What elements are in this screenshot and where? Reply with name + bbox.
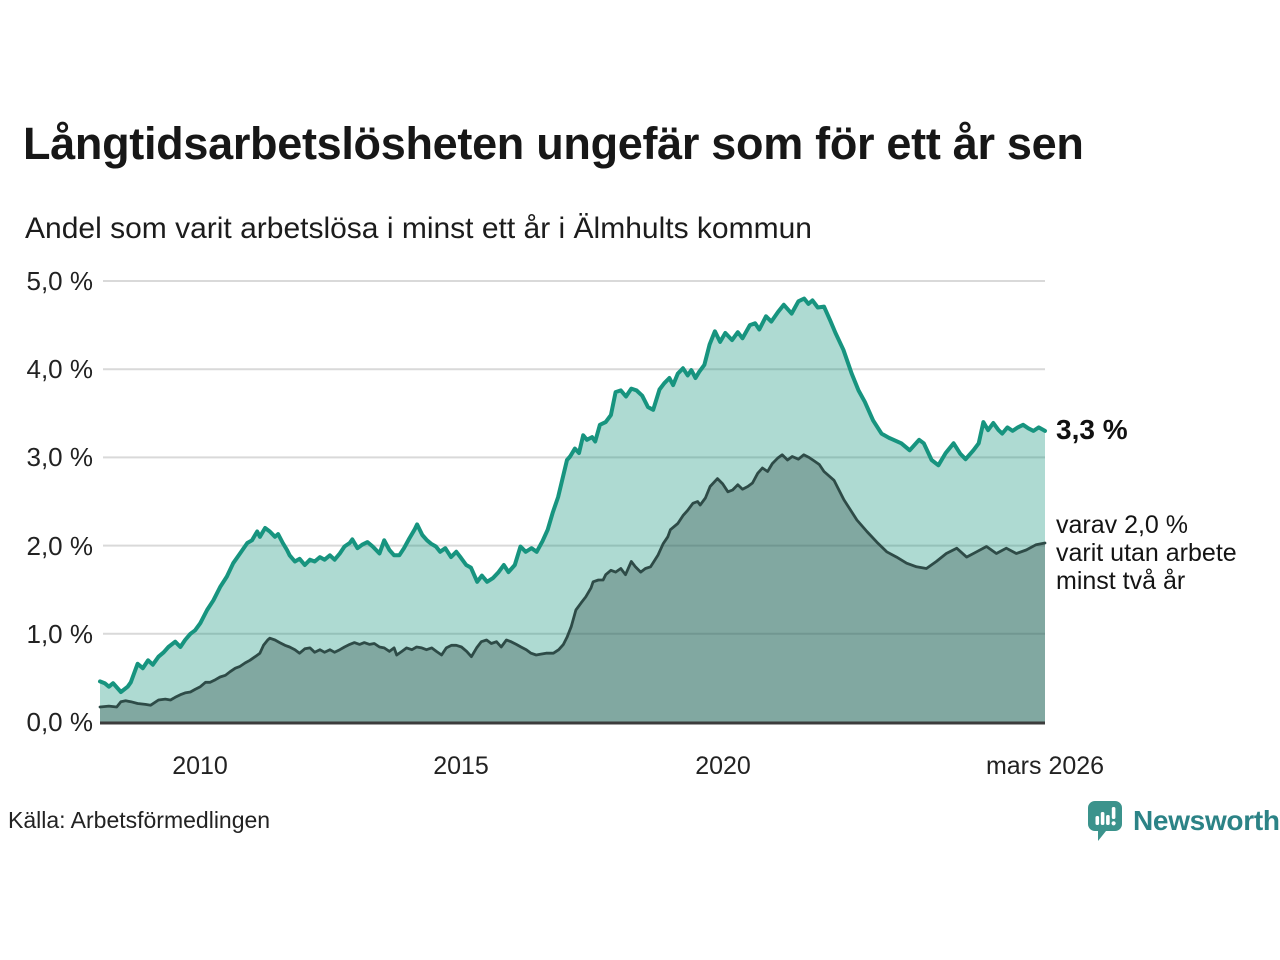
y-tick-label: 0,0 % (26, 707, 94, 737)
x-tick-label: 2010 (172, 752, 228, 780)
x-tick-label: mars 2026 (985, 752, 1105, 780)
y-tick-label: 2,0 % (26, 530, 94, 561)
newsworthy-logo-text: Newsworthy (1133, 805, 1280, 836)
area-minst-ett-ar (100, 298, 1045, 722)
line-minst-ett-ar (98, 296, 1047, 694)
speech-bubble-shape (1088, 801, 1122, 841)
y-tick-label: 1,0 % (26, 618, 94, 649)
logo-bars-icon (1095, 807, 1116, 826)
latest-value-label: 3,3 % (1056, 414, 1128, 445)
x-tick-label: 2015 (433, 752, 489, 780)
x-tick-label: 2020 (695, 752, 751, 780)
newsworthy-logo-icon (1088, 801, 1122, 841)
note-line: varav 2,0 % (1056, 511, 1189, 539)
y-axis-labels: 0,0 % 1,0 % 2,0 % 3,0 % 4,0 % 5,0 % (0, 0, 94, 960)
y-tick-label: 5,0 % (26, 266, 94, 296)
newsworthy-logo: Newsworthy (1086, 799, 1280, 843)
note-line: varit utan arbete (1056, 539, 1237, 567)
y-tick-label: 4,0 % (26, 354, 94, 385)
area-minst-tva-ar (100, 454, 1045, 722)
note-line: minst två år (1056, 567, 1186, 595)
source-label: Källa: Arbetsförmedlingen (8, 807, 271, 833)
two-year-note: varav 2,0 % varit utan arbete minst två … (1056, 511, 1237, 595)
y-tick-label: 3,0 % (26, 442, 94, 473)
page-title: Långtidsarbetslösheten ungefär som för e… (23, 118, 1084, 169)
chart-subtitle: Andel som varit arbetslösa i minst ett å… (25, 212, 812, 245)
line-minst-tva-ar (98, 453, 1047, 709)
